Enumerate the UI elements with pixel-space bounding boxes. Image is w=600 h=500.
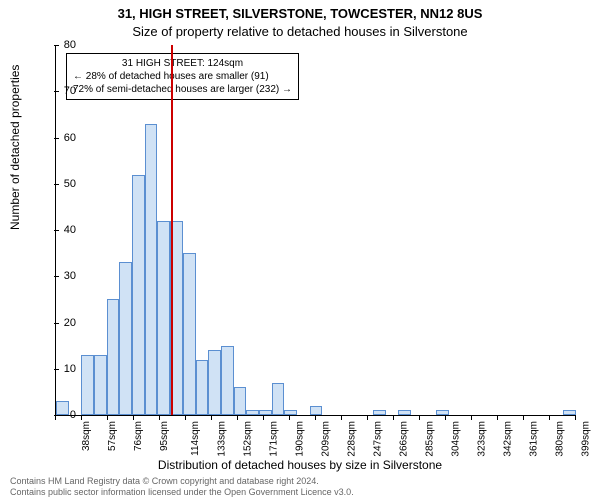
x-axis-label: Distribution of detached houses by size … xyxy=(0,458,600,472)
property-marker-line xyxy=(171,45,173,415)
x-tick-mark xyxy=(367,415,368,420)
x-tick-mark xyxy=(263,415,264,420)
histogram-bar xyxy=(436,410,449,415)
y-tick-mark xyxy=(54,369,59,370)
histogram-bar xyxy=(310,406,323,415)
y-tick-mark xyxy=(54,276,59,277)
histogram-bar xyxy=(208,350,221,415)
x-tick-mark xyxy=(549,415,550,420)
histogram-bar xyxy=(246,410,259,415)
histogram-bar xyxy=(234,387,247,415)
x-tick-mark xyxy=(133,415,134,420)
x-tick-mark xyxy=(55,415,56,420)
x-tick-label: 152sqm xyxy=(243,421,254,457)
x-tick-mark xyxy=(419,415,420,420)
y-tick-mark xyxy=(54,45,59,46)
x-tick-label: 57sqm xyxy=(107,421,118,451)
x-tick-label: 171sqm xyxy=(269,421,280,457)
x-tick-label: 304sqm xyxy=(451,421,462,457)
x-tick-mark xyxy=(393,415,394,420)
x-tick-label: 285sqm xyxy=(425,421,436,457)
histogram-bar xyxy=(107,299,120,415)
x-tick-mark xyxy=(185,415,186,420)
histogram-bar xyxy=(284,410,297,415)
histogram-bar xyxy=(373,410,386,415)
x-tick-label: 133sqm xyxy=(217,421,228,457)
x-tick-mark xyxy=(497,415,498,420)
x-tick-label: 323sqm xyxy=(477,421,488,457)
histogram-bar xyxy=(119,262,132,415)
chart-title-sub: Size of property relative to detached ho… xyxy=(0,24,600,39)
annotation-line2: ← 28% of detached houses are smaller (91… xyxy=(73,70,292,83)
footer-attribution: Contains HM Land Registry data © Crown c… xyxy=(10,476,590,498)
x-tick-mark xyxy=(159,415,160,420)
x-tick-label: 95sqm xyxy=(159,421,170,451)
x-tick-mark xyxy=(81,415,82,420)
x-tick-mark xyxy=(211,415,212,420)
x-tick-label: 266sqm xyxy=(399,421,410,457)
histogram-bar xyxy=(398,410,411,415)
x-tick-mark xyxy=(341,415,342,420)
histogram-bar xyxy=(272,383,285,415)
histogram-bar xyxy=(132,175,145,416)
annotation-box: 31 HIGH STREET: 124sqm ← 28% of detached… xyxy=(66,53,299,100)
histogram-bar xyxy=(221,346,234,415)
x-tick-mark xyxy=(315,415,316,420)
annotation-line1: 31 HIGH STREET: 124sqm xyxy=(73,57,292,70)
x-tick-mark xyxy=(289,415,290,420)
histogram-bar xyxy=(94,355,107,415)
histogram-bar xyxy=(157,221,170,415)
y-tick-mark xyxy=(54,138,59,139)
x-tick-mark xyxy=(107,415,108,420)
histogram-bar xyxy=(196,360,209,416)
x-tick-label: 399sqm xyxy=(581,421,592,457)
x-tick-mark xyxy=(471,415,472,420)
y-tick-mark xyxy=(54,184,59,185)
y-tick-mark xyxy=(54,323,59,324)
x-tick-label: 38sqm xyxy=(81,421,92,451)
x-tick-label: 114sqm xyxy=(190,421,201,456)
footer-line2: Contains public sector information licen… xyxy=(10,487,590,498)
x-tick-mark xyxy=(445,415,446,420)
x-tick-label: 380sqm xyxy=(555,421,566,457)
x-tick-label: 342sqm xyxy=(503,421,514,457)
y-tick-mark xyxy=(54,230,59,231)
y-tick-mark xyxy=(54,91,59,92)
histogram-bar xyxy=(259,410,272,415)
footer-line1: Contains HM Land Registry data © Crown c… xyxy=(10,476,590,487)
x-tick-label: 228sqm xyxy=(347,421,358,457)
x-tick-label: 190sqm xyxy=(295,421,306,457)
x-tick-mark xyxy=(237,415,238,420)
x-tick-mark xyxy=(575,415,576,420)
x-tick-label: 361sqm xyxy=(529,421,540,457)
y-axis-label: Number of detached properties xyxy=(8,65,22,230)
chart-container: 31, HIGH STREET, SILVERSTONE, TOWCESTER,… xyxy=(0,0,600,500)
chart-title-address: 31, HIGH STREET, SILVERSTONE, TOWCESTER,… xyxy=(0,6,600,21)
histogram-bar xyxy=(81,355,94,415)
annotation-line3: 72% of semi-detached houses are larger (… xyxy=(73,83,292,96)
x-tick-label: 76sqm xyxy=(133,421,144,451)
histogram-bar xyxy=(145,124,158,415)
x-tick-label: 247sqm xyxy=(373,421,384,457)
histogram-bar xyxy=(183,253,196,415)
x-tick-mark xyxy=(523,415,524,420)
x-tick-label: 209sqm xyxy=(321,421,332,457)
plot-area: 31 HIGH STREET: 124sqm ← 28% of detached… xyxy=(55,45,576,416)
